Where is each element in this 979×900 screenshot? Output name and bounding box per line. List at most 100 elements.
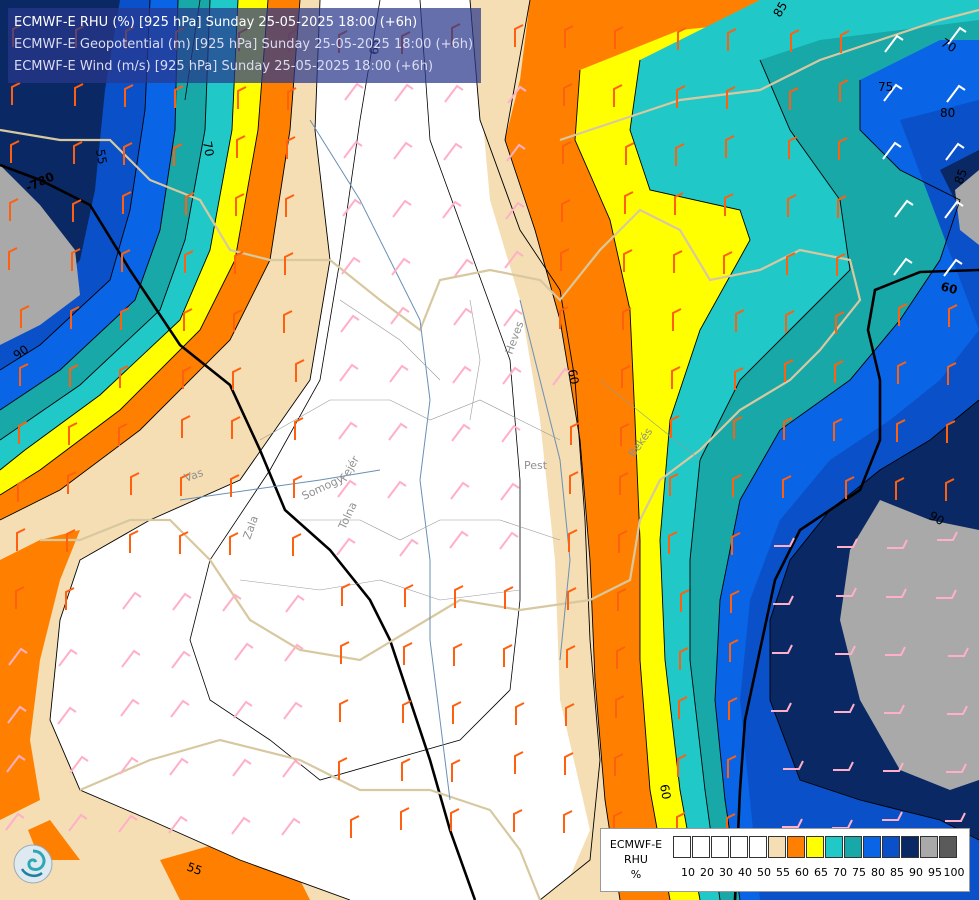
wind-barb-icon	[789, 87, 799, 110]
wind-barb-icon	[390, 306, 410, 325]
contour-label: 60	[657, 783, 673, 800]
wind-barb-icon	[672, 308, 682, 331]
wind-barb-icon	[837, 195, 847, 218]
wind-barb-icon	[837, 538, 858, 548]
wind-barb-icon	[449, 530, 469, 549]
wind-barb-icon	[233, 700, 253, 719]
legend-label: 80	[871, 866, 885, 879]
wind-barb-icon	[772, 644, 793, 654]
wind-barb-icon	[507, 85, 527, 104]
wind-barb-icon	[616, 646, 626, 669]
geo-contour-1	[189, 0, 521, 781]
rh-contour-west-6	[0, 0, 151, 371]
wind-barb-icon	[727, 755, 737, 778]
wind-barb-icon	[500, 482, 520, 501]
wind-barb-icon	[453, 643, 463, 666]
wind-barb-icon	[402, 700, 412, 723]
wind-barb-icon	[179, 531, 189, 554]
wind-barb-icon	[121, 649, 141, 668]
wind-barb-icon	[563, 810, 573, 833]
wind-barb-icon	[454, 585, 464, 608]
wind-barb-icon	[882, 141, 902, 160]
wind-barb-icon	[566, 645, 576, 668]
wind-barb-icon	[833, 418, 843, 441]
wind-barb-icon	[724, 193, 734, 216]
wind-barb-icon	[896, 419, 906, 442]
wind-barb-icon	[283, 310, 293, 333]
wind-barb-icon	[731, 532, 741, 555]
wind-barb-icon	[284, 643, 304, 662]
wind-barb-icon	[947, 362, 957, 385]
wind-barb-icon	[337, 479, 357, 498]
wind-barb-icon	[671, 366, 681, 389]
wind-barb-icon	[71, 248, 81, 271]
wind-barb-icon	[17, 479, 27, 502]
wind-barb-icon	[771, 702, 792, 712]
wind-barb-icon	[129, 530, 139, 553]
wind-barb-icon	[622, 307, 632, 330]
legend-label: 60	[795, 866, 809, 879]
wind-barb-icon	[514, 24, 524, 47]
wind-barb-icon	[726, 86, 736, 109]
contour-label: 85	[770, 0, 790, 20]
wind-barb-icon	[559, 306, 569, 329]
wind-barb-icon	[184, 250, 194, 273]
river-2	[519, 299, 571, 661]
legend-swatch	[711, 836, 729, 858]
wind-barb-icon	[946, 420, 956, 443]
wind-barb-icon	[65, 587, 75, 610]
wind-barb-icon	[893, 257, 913, 276]
wind-barb-icon	[120, 698, 140, 717]
wind-barb-icon	[676, 85, 686, 108]
wind-barb-icon	[443, 142, 463, 161]
wind-barb-icon	[834, 703, 855, 713]
wind-barb-icon	[774, 537, 795, 547]
rhu-legend: ECMWF-E RHU % 10 20 30 40 50 55 60 65 70 75 80 85 90…	[600, 828, 970, 892]
wind-barb-icon	[222, 593, 242, 612]
legend-label: 85	[890, 866, 904, 879]
legend-title: ECMWF-E RHU %	[605, 837, 667, 882]
wind-barb-icon	[285, 194, 295, 217]
legend-swatch	[749, 836, 767, 858]
wind-barb-icon	[122, 191, 132, 214]
wind-barb-icon	[118, 814, 138, 833]
wind-barb-icon	[442, 200, 462, 219]
contour-label: 75	[878, 80, 893, 94]
wind-barb-icon	[948, 647, 969, 657]
wind-barb-icon	[9, 198, 19, 221]
wind-barb-icon	[730, 590, 740, 613]
legend-label: 30	[719, 866, 733, 879]
wind-barb-icon	[69, 364, 79, 387]
wind-barb-icon	[7, 705, 27, 724]
wind-barb-icon	[338, 421, 358, 440]
wind-barb-icon	[678, 696, 688, 719]
wind-barb-icon	[340, 641, 350, 664]
wind-barb-icon	[169, 757, 189, 776]
wind-barb-icon	[833, 761, 854, 771]
wind-barb-icon	[773, 595, 794, 605]
region-label-vas: Vas	[183, 466, 206, 485]
wind-barb-icon	[292, 533, 302, 556]
country-border-south	[79, 738, 542, 900]
wind-barb-icon	[946, 763, 967, 773]
wind-barb-icon	[452, 365, 472, 384]
wind-barb-icon	[58, 648, 78, 667]
wind-barb-icon	[883, 83, 903, 102]
wind-barb-icon	[886, 588, 907, 598]
wind-barb-icon	[885, 646, 906, 656]
wind-barb-icon	[677, 754, 687, 777]
wind-barb-icon	[170, 699, 190, 718]
wind-barb-icon	[282, 759, 302, 778]
wind-barb-icon	[624, 191, 634, 214]
wind-barb-icon	[882, 811, 903, 821]
wind-barb-icon	[338, 757, 348, 780]
wind-barb-icon	[734, 367, 744, 390]
wind-barb-icon	[182, 366, 192, 389]
wind-barb-icon	[8, 247, 18, 270]
wind-barb-icon	[339, 699, 349, 722]
legend-swatch	[901, 836, 919, 858]
legend-label: 50	[757, 866, 771, 879]
rh-contour-west-3	[0, 0, 239, 471]
wind-barb-icon	[502, 366, 522, 385]
contour-label: 80	[940, 106, 955, 120]
